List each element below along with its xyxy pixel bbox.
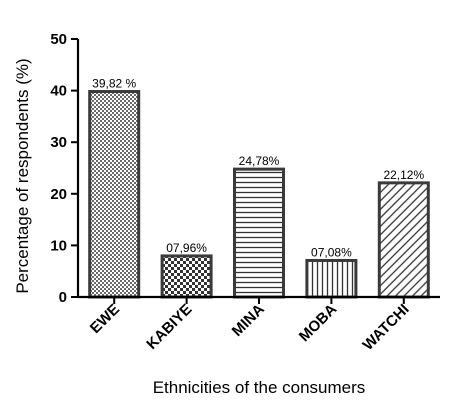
bar-moba bbox=[305, 258, 358, 299]
y-tick-label: 20 bbox=[50, 186, 67, 203]
x-ticks-group: EWE KABIYE MINA MOBA WATCHI bbox=[87, 297, 413, 354]
data-label-mina: 24,78% bbox=[239, 154, 280, 168]
bar-ewe bbox=[88, 90, 141, 299]
y-tick-label: 40 bbox=[50, 83, 67, 100]
x-axis-title: Ethnicities of the consumers bbox=[153, 378, 366, 397]
bar-watchi bbox=[377, 181, 430, 299]
x-tick-label-kabiye: KABIYE bbox=[143, 301, 195, 353]
y-tick-label: 0 bbox=[59, 289, 67, 306]
x-tick-label-mina: MINA bbox=[229, 301, 268, 340]
data-labels-group: 39,82 % 07,96% 24,78% 07,08% 22,12% bbox=[92, 77, 424, 260]
data-label-watchi: 22,12% bbox=[383, 168, 424, 182]
y-ticks-group: 0 10 20 30 40 50 bbox=[50, 31, 78, 306]
y-axis-title: Percentage of respondents (%) bbox=[13, 58, 32, 293]
bar-kabiye bbox=[160, 254, 213, 299]
bars-group bbox=[88, 90, 430, 299]
x-tick-label-ewe: EWE bbox=[87, 301, 123, 337]
y-tick-label: 30 bbox=[50, 134, 67, 151]
bar-mina bbox=[233, 167, 285, 299]
data-label-kabiye: 07,96% bbox=[166, 241, 207, 255]
data-label-ewe: 39,82 % bbox=[92, 77, 136, 91]
data-label-moba: 07,08% bbox=[311, 245, 352, 259]
y-tick-label: 10 bbox=[50, 237, 67, 254]
y-tick-label: 50 bbox=[50, 31, 67, 48]
x-tick-label-watchi: WATCHI bbox=[360, 301, 413, 354]
x-tick-label-moba: MOBA bbox=[296, 301, 341, 346]
